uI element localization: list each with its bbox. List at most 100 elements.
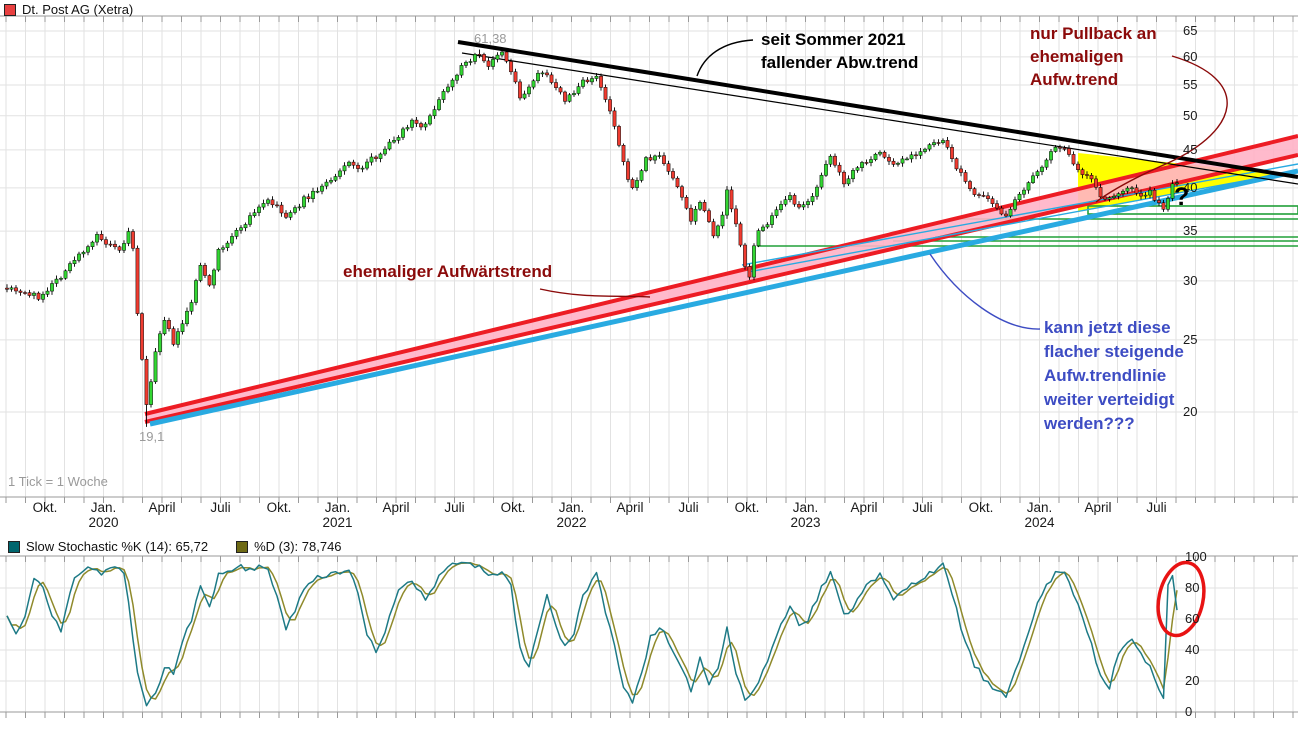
candle-body [635,180,639,188]
candle-body [1071,154,1076,165]
candle-body [725,189,729,216]
candle-body [428,115,432,125]
candle-body [32,292,36,296]
former-uptrend-annotation: ehemaliger Aufwärtstrend [343,262,553,281]
price-axis-label: 60 [1183,48,1198,64]
candle-body [185,310,189,325]
candle-body [230,236,234,244]
candle-body [698,202,702,210]
stochastic-d-line [6,562,1178,700]
candle-body [432,109,437,117]
candle-body [693,208,698,222]
candle-body [1094,178,1098,188]
candle-body [1035,171,1040,176]
candle-body [887,157,891,162]
former-uptrend-line-top [144,134,1298,416]
candle-body [603,87,608,100]
candle-body [612,110,617,127]
stochastic-legend: Slow Stochastic %K (14): 65,72 %D (3): 7… [8,539,342,554]
candle-body [1121,190,1125,194]
candle-body [36,292,41,300]
candle-body [792,195,797,205]
candle-body [1166,198,1170,210]
candle-body [338,170,342,177]
candle-body [77,253,81,261]
candle-body [554,82,558,88]
x-axis-label: Jan. [792,500,819,515]
x-axis-label: April [148,500,176,515]
x-axis-label: April [616,500,644,515]
stochastic-highlight-ellipse [1156,560,1206,638]
candle-body [752,245,756,278]
stochastic-d-swatch [236,540,249,553]
candle-body [869,159,873,163]
candle-body [959,168,963,173]
downtrend-line-thick [457,40,1298,179]
candle-body [761,226,765,231]
candle-body [347,161,351,167]
candle-body [1008,209,1013,217]
candle-body [99,234,104,240]
x-axis-label: Jan. [1026,500,1053,515]
candle-body [860,162,864,168]
x-axis-label: Okt. [500,500,526,515]
candle-body [810,196,815,202]
candle-body [1139,192,1143,197]
candle-body [788,195,792,200]
candle-body [464,61,468,66]
candle-body [257,206,261,213]
candle-body [1130,187,1134,190]
candle-body [18,290,23,293]
candle-body [585,79,590,83]
candle-body [837,164,842,173]
candle-body [171,328,176,345]
candle-body [576,86,581,94]
candle-body [1157,200,1161,203]
candle-body [261,203,266,208]
candle-body [779,204,783,211]
candle-body [981,195,986,197]
price-axis-label: 40 [1183,179,1198,195]
candle-body [666,163,671,172]
candle-body [648,157,653,161]
candle-body [504,51,509,62]
stoch-axis-label: 40 [1185,642,1200,657]
price-axis-label: 35 [1183,223,1198,239]
candle-body [293,207,297,213]
candle-body [455,74,459,81]
candle-body [203,265,207,276]
x-axis-label: April [382,500,410,515]
candle-body [54,278,59,284]
candle-body [378,153,383,159]
candle-body [63,270,68,279]
candle-body [662,155,666,164]
blue-note-connector [929,253,1041,330]
candle-body [5,287,9,290]
candle-body [1116,193,1121,197]
candle-body [1004,213,1008,217]
candle-body [50,283,54,292]
candle-body [945,140,950,148]
candle-body [144,359,149,405]
stoch-axis-label: 60 [1185,611,1200,626]
candle-body [135,247,140,314]
candle-body [815,186,819,197]
candle-body [423,123,428,128]
candle-body [41,293,45,300]
candle-body [905,158,909,161]
candle-body [306,196,311,199]
candle-body [617,126,621,146]
candle-body [441,91,446,100]
candle-body [680,186,684,198]
candle-body [932,142,936,146]
candle-body [59,278,63,280]
tick-interval-note: 1 Tick = 1 Woche [8,474,108,489]
x-axis-label: Okt. [32,500,58,515]
candle-body [1161,202,1166,210]
candle-body [689,207,693,222]
x-axis-label: April [850,500,878,515]
chart-title-legend: Dt. Post AG (Xetra) [4,2,133,17]
candle-body [1026,182,1031,191]
candle-body [216,249,221,271]
candle-body [194,280,198,303]
